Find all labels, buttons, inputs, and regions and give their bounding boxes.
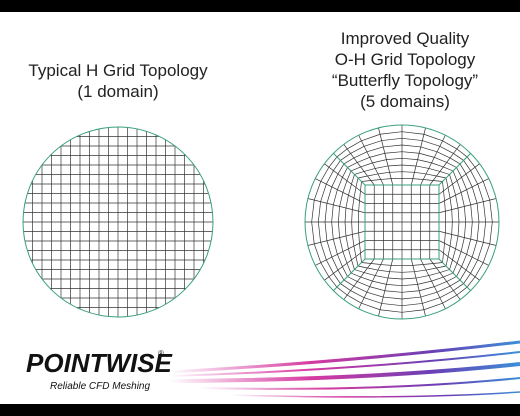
- swoosh: [169, 340, 520, 398]
- right-title: (5 domains): [360, 92, 450, 111]
- grid-line: [410, 127, 426, 186]
- h-grid-boundary: [22, 126, 214, 318]
- grid-line: [438, 230, 497, 246]
- logo-tagline: Reliable CFD Meshing: [50, 381, 150, 392]
- slide-background: [0, 12, 520, 404]
- grid-line: [378, 258, 394, 317]
- grid-line: [358, 135, 384, 186]
- logo-name: POINTWISE: [26, 348, 173, 378]
- logo-mark: ®: [158, 349, 164, 358]
- right-title: “Butterfly Topology”: [332, 71, 478, 90]
- oh-grid-boundary: [304, 124, 500, 320]
- grid-line: [420, 258, 446, 309]
- grid-line: [307, 198, 366, 214]
- grid-line: [438, 198, 497, 214]
- grid-line: [343, 144, 375, 186]
- grid-line: [438, 249, 480, 281]
- grid-edge: [333, 258, 366, 291]
- grid-line: [438, 178, 489, 204]
- grid-line: [324, 249, 366, 281]
- core-boundary: [364, 184, 440, 260]
- grid-line: [343, 258, 375, 300]
- grid-line: [438, 163, 480, 195]
- grid-edge: [438, 258, 471, 291]
- right-title: Improved Quality: [341, 29, 470, 48]
- h-grid: [23, 127, 213, 317]
- grid-line: [315, 178, 366, 204]
- grid-edge: [333, 153, 366, 186]
- grid-line: [420, 135, 446, 186]
- left-title: (1 domain): [77, 82, 158, 101]
- grid-line: [307, 230, 366, 246]
- right-title: O-H Grid Topology: [335, 50, 476, 69]
- grid-line: [315, 240, 366, 266]
- left-title: Typical H Grid Topology: [28, 61, 208, 80]
- grid-line: [438, 240, 489, 266]
- grid-line: [358, 258, 384, 309]
- grid-line: [378, 127, 394, 186]
- grid-line: [429, 258, 461, 300]
- oh-grid: [304, 124, 500, 320]
- grid-line: [324, 163, 366, 195]
- grid-edge: [438, 153, 471, 186]
- grid-line: [410, 258, 426, 317]
- grid-line: [429, 144, 461, 186]
